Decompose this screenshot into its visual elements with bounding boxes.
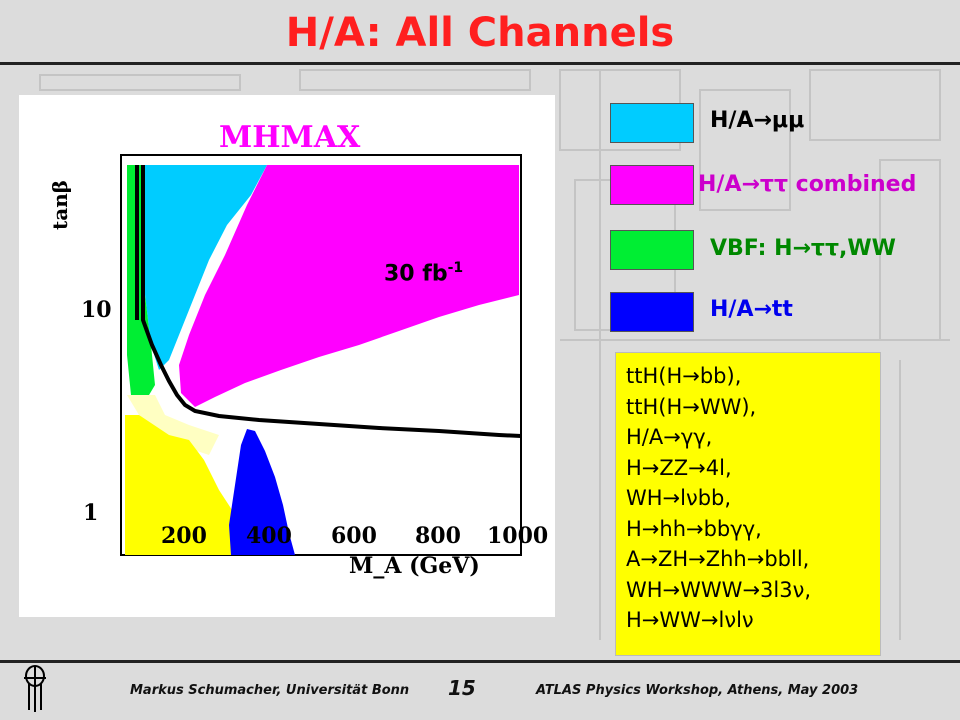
top-divider bbox=[0, 62, 960, 65]
y-axis-label: tanβ bbox=[48, 180, 72, 230]
channel-item: WH→WWW→3l3ν, bbox=[626, 577, 812, 602]
page-number: 15 bbox=[448, 676, 476, 700]
plot-label: MHMAX bbox=[219, 120, 361, 155]
channel-item: H/A→γγ, bbox=[626, 425, 713, 449]
luminosity-label: 30 fb-1 bbox=[384, 260, 464, 287]
x-tick-400: 400 bbox=[246, 523, 292, 549]
x-axis-label: M_A (GeV) bbox=[349, 553, 480, 579]
exclusion-curve bbox=[141, 165, 522, 438]
y-tick-1: 1 bbox=[83, 500, 98, 526]
y-tick-10: 10 bbox=[81, 297, 112, 323]
legend-swatch-tautau bbox=[610, 165, 694, 205]
channel-item: WH→lνbb, bbox=[626, 486, 732, 510]
legend-swatch-vbf bbox=[610, 230, 694, 270]
region-mumu bbox=[143, 165, 267, 370]
region-tt bbox=[229, 429, 295, 555]
x-tick-800: 800 bbox=[415, 523, 461, 549]
region-tautau bbox=[179, 165, 519, 407]
channel-item: H→ZZ→4l, bbox=[626, 455, 732, 480]
channel-item: H→WW→lνlν bbox=[626, 608, 754, 632]
footer-author: Markus Schumacher, Universität Bonn bbox=[130, 683, 410, 698]
channel-item: ttH(H→bb), bbox=[626, 364, 742, 388]
legend-label-tt: H/A→tt bbox=[710, 297, 793, 322]
exclusion-plot: MHMAX tanβ 10 1 200 400 600 800 1000 M_A… bbox=[19, 95, 555, 617]
legend-swatch-tt bbox=[610, 292, 694, 332]
channel-item: A→ZH→Zhh→bbll, bbox=[626, 547, 810, 571]
x-tick-200: 200 bbox=[161, 523, 207, 549]
legend-label-tautau: H/A→ττ combined bbox=[698, 172, 917, 197]
x-tick-1000: 1000 bbox=[487, 523, 548, 549]
atlas-logo-icon bbox=[24, 665, 46, 712]
slide-title: H/A: All Channels bbox=[285, 10, 675, 56]
bottom-divider bbox=[0, 660, 960, 663]
other-channels-box: ttH(H→bb), ttH(H→WW), H/A→γγ, H→ZZ→4l, W… bbox=[615, 352, 881, 656]
channel-item: ttH(H→WW), bbox=[626, 394, 757, 419]
legend-label-mumu: H/A→μμ bbox=[710, 108, 805, 133]
legend-label-vbf: VBF: H→ττ,WW bbox=[710, 236, 896, 261]
x-tick-600: 600 bbox=[331, 523, 377, 549]
plot-canvas: MHMAX tanβ 10 1 200 400 600 800 1000 M_A… bbox=[48, 120, 548, 579]
channel-item: H→hh→bbγγ, bbox=[626, 516, 762, 541]
footer-event: ATLAS Physics Workshop, Athens, May 2003 bbox=[536, 683, 859, 698]
legend-swatch-mumu bbox=[610, 103, 694, 143]
region-other bbox=[125, 415, 239, 555]
